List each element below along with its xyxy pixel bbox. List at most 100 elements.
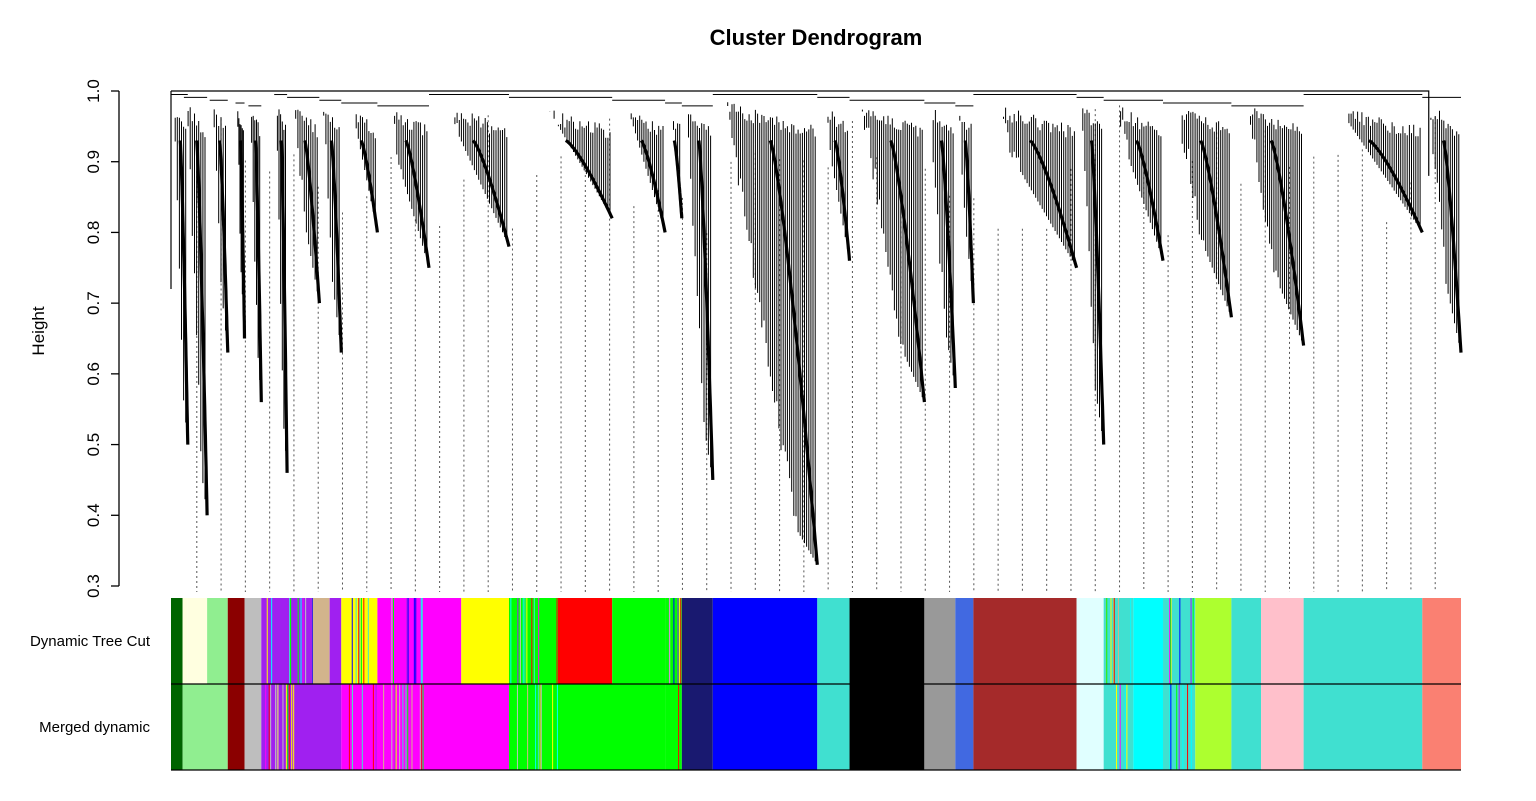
module-color-stripe bbox=[1110, 598, 1112, 684]
branch-dense-tail bbox=[253, 140, 263, 403]
module-color-stripe bbox=[419, 684, 421, 770]
module-color-block bbox=[508, 684, 558, 770]
module-color-stripe bbox=[278, 684, 280, 770]
y-tick-label: 0.3 bbox=[84, 574, 103, 598]
module-color-stripe bbox=[1182, 684, 1184, 770]
module-color-block bbox=[1231, 598, 1262, 684]
module-color-stripe bbox=[1119, 684, 1121, 770]
y-axis-label: Height bbox=[29, 306, 48, 355]
module-color-stripe bbox=[300, 598, 302, 684]
y-tick-label: 0.5 bbox=[84, 433, 103, 457]
module-color-stripe bbox=[1163, 684, 1165, 770]
module-color-block bbox=[681, 684, 713, 770]
module-color-stripe bbox=[288, 684, 290, 770]
module-color-block bbox=[261, 598, 313, 684]
module-color-stripe bbox=[411, 684, 413, 770]
dendrogram-branch bbox=[508, 96, 614, 219]
module-color-stripe bbox=[360, 598, 362, 684]
branch-dense-tail bbox=[178, 140, 190, 445]
dendrogram-branch bbox=[1076, 96, 1106, 445]
dendrogram-branch bbox=[274, 94, 289, 473]
module-color-stripe bbox=[361, 684, 363, 770]
module-color-stripe bbox=[527, 684, 529, 770]
module-color-stripe bbox=[415, 598, 417, 684]
module-color-block bbox=[558, 684, 666, 770]
module-color-stripe bbox=[1170, 598, 1172, 684]
module-color-stripe bbox=[540, 684, 542, 770]
module-color-stripe bbox=[517, 598, 519, 684]
module-color-stripe bbox=[519, 598, 521, 684]
chart-title: Cluster Dendrogram bbox=[710, 25, 923, 50]
branch-dense-tail bbox=[939, 140, 957, 389]
module-color-block bbox=[955, 684, 974, 770]
module-color-block bbox=[1303, 598, 1423, 684]
module-color-stripe bbox=[679, 598, 681, 684]
module-color-stripe bbox=[535, 684, 537, 770]
dendrogram-branch bbox=[612, 99, 667, 233]
module-color-stripe bbox=[405, 684, 407, 770]
branch-leaf-lines bbox=[1250, 108, 1302, 341]
module-color-stripe bbox=[359, 598, 361, 684]
branch-leaf-lines bbox=[549, 110, 611, 215]
module-color-stripe bbox=[312, 598, 314, 684]
module-color-block bbox=[849, 598, 925, 684]
module-color-stripe bbox=[556, 684, 558, 770]
module-color-block bbox=[300, 684, 342, 770]
branch-dense-tail bbox=[238, 140, 247, 339]
module-color-block bbox=[1231, 684, 1262, 770]
module-color-block bbox=[312, 598, 330, 684]
module-color-stripe bbox=[537, 684, 539, 770]
module-color-block bbox=[429, 684, 509, 770]
dendrogram-branch bbox=[955, 105, 975, 304]
dendrogram-branch bbox=[341, 102, 379, 233]
module-color-stripe bbox=[1170, 684, 1172, 770]
module-color-block bbox=[712, 598, 818, 684]
module-color-stripe bbox=[516, 598, 518, 684]
branch-leaf-lines bbox=[355, 114, 376, 222]
branch-dense-tail bbox=[1199, 139, 1233, 318]
branch-leaf-lines bbox=[630, 113, 664, 226]
module-color-stripe bbox=[372, 684, 374, 770]
module-row-label: Dynamic Tree Cut bbox=[30, 633, 151, 650]
dendrogram-branch bbox=[209, 99, 230, 353]
module-color-stripe bbox=[383, 684, 385, 770]
dendrogram-branch bbox=[248, 105, 263, 403]
dendrogram-branch bbox=[665, 102, 684, 219]
dendrogram-branch bbox=[1163, 102, 1233, 318]
module-color-block bbox=[973, 598, 1077, 684]
dendrogram-branch bbox=[973, 94, 1079, 269]
branch-leaf-lines bbox=[727, 102, 816, 562]
module-color-stripe bbox=[395, 684, 397, 770]
dendrogram-branch bbox=[849, 99, 926, 403]
module-color-stripe bbox=[297, 598, 299, 684]
module-color-block bbox=[329, 598, 342, 684]
module-color-stripe bbox=[533, 598, 535, 684]
branch-dense-tail bbox=[697, 140, 715, 480]
branch-dense-tail bbox=[833, 139, 852, 261]
y-tick-label: 1.0 bbox=[84, 79, 103, 103]
module-color-stripe bbox=[355, 598, 357, 684]
module-color-block bbox=[227, 598, 245, 684]
branch-leaf-lines bbox=[1003, 107, 1075, 265]
module-color-stripe bbox=[1178, 684, 1180, 770]
module-color-stripe bbox=[367, 598, 369, 684]
module-color-stripe bbox=[1170, 598, 1172, 684]
module-color-block bbox=[1076, 684, 1104, 770]
module-color-stripe bbox=[282, 684, 284, 770]
branch-dense-tail bbox=[404, 139, 431, 269]
module-color-row bbox=[171, 598, 1461, 684]
module-color-block bbox=[461, 598, 509, 684]
branch-dense-tail bbox=[359, 139, 379, 233]
dendrogram-branch bbox=[1103, 99, 1165, 261]
module-color-stripe bbox=[1167, 684, 1169, 770]
root-merge-line bbox=[171, 90, 1430, 176]
module-color-block bbox=[1195, 684, 1232, 770]
module-color-block bbox=[817, 598, 850, 684]
module-color-block bbox=[1163, 598, 1196, 684]
branch-leaf-lines bbox=[861, 109, 923, 398]
module-color-stripe bbox=[1113, 598, 1115, 684]
module-color-stripe bbox=[302, 598, 304, 684]
branch-dense-tail bbox=[329, 140, 343, 353]
module-color-stripe bbox=[285, 684, 287, 770]
